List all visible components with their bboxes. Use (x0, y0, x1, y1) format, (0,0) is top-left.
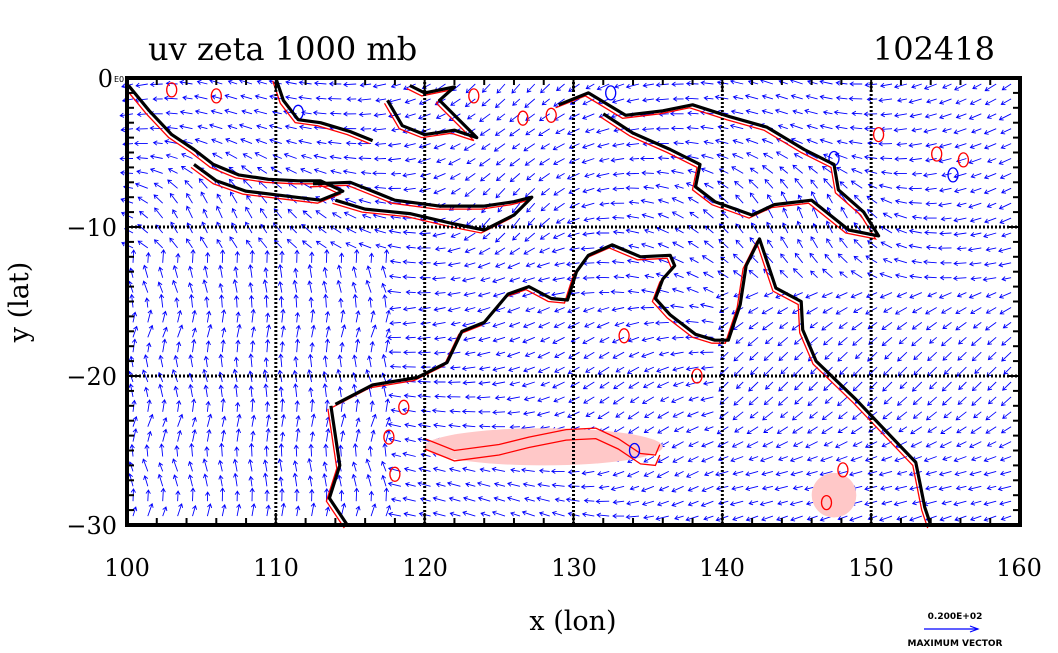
gridlines (127, 78, 1020, 525)
vorticity-contour (545, 107, 557, 123)
x-tick-label: 150 (848, 554, 894, 582)
x-tick-label: 130 (551, 554, 597, 582)
vorticity-contour-negative (628, 442, 641, 459)
vorticity-contour (210, 88, 222, 104)
x-tick-label: 110 (253, 554, 299, 582)
y-axis-label: y (lat) (4, 262, 35, 344)
corner-label: E0 (114, 75, 124, 84)
positive-vorticity-zone (424, 428, 663, 466)
vorticity-contour (618, 328, 630, 344)
y-tick-label: 0 (98, 65, 113, 93)
vorticity-contour (424, 427, 661, 456)
y-tick-label: −10 (66, 214, 117, 242)
title-right: 102418 (873, 30, 995, 68)
vorticity-contour (383, 429, 395, 445)
vorticity-contour (398, 399, 410, 415)
coastline (334, 237, 933, 526)
vorticity-contour (872, 126, 885, 143)
vorticity-contour (517, 110, 529, 126)
vector-key-arrowhead (969, 625, 980, 633)
x-tick-label: 140 (699, 554, 745, 582)
vorticity-contour (325, 408, 345, 529)
vorticity-contour (166, 82, 178, 98)
coastline (327, 405, 349, 526)
vorticity-contour (468, 88, 480, 104)
positive-vorticity-zone (811, 472, 857, 518)
x-tick-label: 100 (104, 554, 150, 582)
coastline (386, 84, 479, 140)
vorticity-contour (837, 462, 849, 478)
vorticity-contour (383, 87, 475, 142)
y-tick-label: −30 (66, 512, 117, 540)
vorticity-contour (931, 146, 943, 162)
vector-key-value: 0.200E+02 (928, 612, 983, 622)
coastline (312, 180, 534, 232)
x-tick-label: 120 (402, 554, 448, 582)
y-tick-label: −20 (66, 363, 117, 391)
x-tick-labels: 100 110 120 130 140 150 160 (104, 554, 1042, 582)
vorticity-contour (389, 466, 401, 482)
vorticity-contour-negative (605, 85, 617, 101)
vector-key: 0.200E+02 MAXIMUM VECTOR (907, 612, 1002, 649)
vorticity-contour (424, 437, 661, 467)
coastline (274, 77, 374, 143)
title-left: uv zeta 1000 mb (148, 30, 417, 68)
vorticity-contour (957, 152, 970, 168)
y-tick-labels: 0 −10 −20 −30 (66, 65, 117, 540)
coastline (127, 84, 345, 202)
vorticity-contour (124, 88, 342, 204)
vorticity-contour (272, 80, 370, 145)
x-axis-label: x (lon) (529, 606, 616, 637)
vorticity-contour-negative (947, 167, 959, 183)
vorticity-contour (820, 494, 833, 511)
axis-ticks (126, 77, 1021, 526)
vector-key-caption: MAXIMUM VECTOR (907, 639, 1002, 649)
x-tick-label: 160 (996, 554, 1042, 582)
